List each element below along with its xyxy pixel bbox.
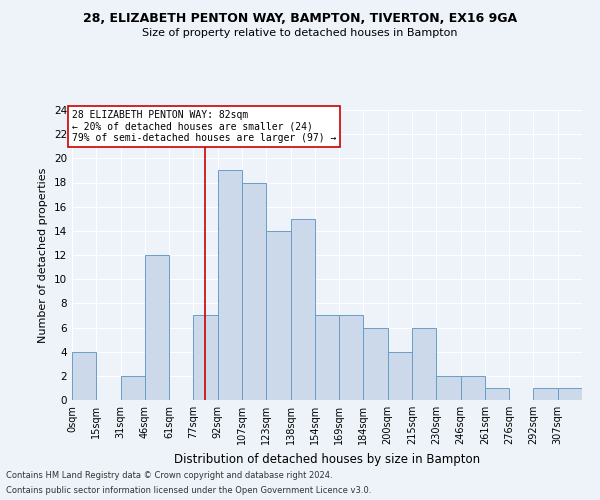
Bar xyxy=(558,388,582,400)
Bar xyxy=(193,316,218,400)
Bar xyxy=(364,328,388,400)
Bar xyxy=(485,388,509,400)
Bar xyxy=(412,328,436,400)
Text: Contains HM Land Registry data © Crown copyright and database right 2024.: Contains HM Land Registry data © Crown c… xyxy=(6,471,332,480)
Bar xyxy=(145,255,169,400)
Bar xyxy=(121,376,145,400)
Bar xyxy=(266,231,290,400)
Bar xyxy=(461,376,485,400)
Bar xyxy=(388,352,412,400)
Bar xyxy=(218,170,242,400)
Bar xyxy=(339,316,364,400)
Y-axis label: Number of detached properties: Number of detached properties xyxy=(38,168,49,342)
Text: Contains public sector information licensed under the Open Government Licence v3: Contains public sector information licen… xyxy=(6,486,371,495)
Bar xyxy=(290,219,315,400)
Bar xyxy=(436,376,461,400)
X-axis label: Distribution of detached houses by size in Bampton: Distribution of detached houses by size … xyxy=(174,452,480,466)
Bar xyxy=(72,352,96,400)
Text: Size of property relative to detached houses in Bampton: Size of property relative to detached ho… xyxy=(142,28,458,38)
Bar xyxy=(533,388,558,400)
Bar xyxy=(315,316,339,400)
Text: 28 ELIZABETH PENTON WAY: 82sqm
← 20% of detached houses are smaller (24)
79% of : 28 ELIZABETH PENTON WAY: 82sqm ← 20% of … xyxy=(72,110,337,143)
Text: 28, ELIZABETH PENTON WAY, BAMPTON, TIVERTON, EX16 9GA: 28, ELIZABETH PENTON WAY, BAMPTON, TIVER… xyxy=(83,12,517,26)
Bar xyxy=(242,182,266,400)
